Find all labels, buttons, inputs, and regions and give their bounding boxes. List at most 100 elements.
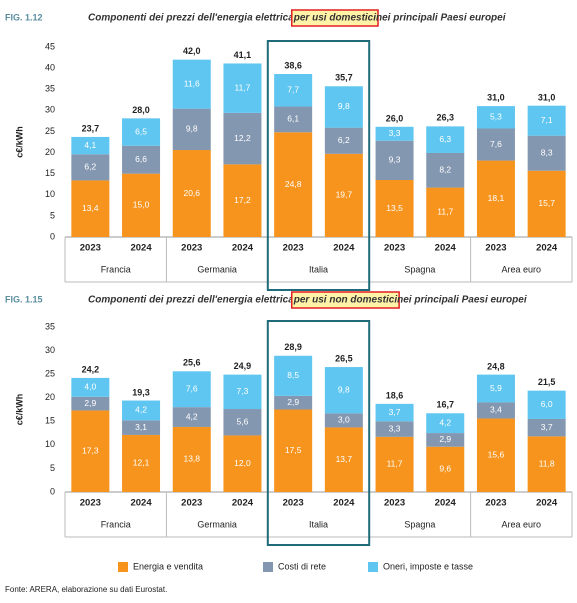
bar-segment xyxy=(527,105,566,136)
y-tick-label: 10 xyxy=(45,439,55,449)
group-label: Germania xyxy=(197,519,237,529)
bar-segment xyxy=(375,403,414,422)
title-highlight xyxy=(291,291,400,309)
bar-segment xyxy=(375,180,414,237)
bar-segment xyxy=(223,164,262,237)
bar-segment xyxy=(122,420,161,435)
bar-segment xyxy=(172,150,211,237)
bar-segment xyxy=(122,173,161,237)
bar-segment xyxy=(172,371,211,408)
x-tick-label: 2024 xyxy=(333,498,355,509)
bar-segment xyxy=(476,106,515,129)
bar-segment xyxy=(324,367,363,414)
bar-segment xyxy=(324,413,363,428)
value-label: 9,8 xyxy=(338,384,350,394)
value-label: 19,7 xyxy=(336,190,353,200)
bar-segment xyxy=(172,426,211,492)
bar-segment xyxy=(426,187,465,237)
bar-segment xyxy=(476,418,515,492)
x-tick-label: 2024 xyxy=(536,498,558,509)
value-label: 6,0 xyxy=(541,399,553,409)
bar-segment xyxy=(71,410,110,492)
chart-title: per usi non domestici xyxy=(293,295,398,306)
group-label: Spagna xyxy=(404,519,435,529)
bar-segment xyxy=(71,154,110,181)
total-label: 31,0 xyxy=(538,92,556,102)
value-label: 9,3 xyxy=(389,155,401,165)
y-tick-label: 25 xyxy=(45,126,55,136)
value-label: 11,7 xyxy=(234,82,250,92)
group-label: Francia xyxy=(101,519,131,529)
value-label: 5,3 xyxy=(490,112,502,122)
value-label: 3,3 xyxy=(389,128,401,138)
figure-label: FIG. 1.12 xyxy=(5,12,43,22)
value-label: 6,2 xyxy=(84,162,96,172)
total-label: 28,9 xyxy=(284,342,302,352)
value-label: 11,7 xyxy=(437,207,453,217)
value-label: 3,3 xyxy=(389,423,401,433)
value-label: 12,2 xyxy=(234,133,251,143)
total-label: 35,7 xyxy=(335,73,353,83)
total-label: 26,0 xyxy=(386,114,404,124)
group-label: Germania xyxy=(197,264,237,274)
total-label: 21,5 xyxy=(538,377,556,387)
x-tick-label: 2023 xyxy=(283,498,304,509)
bar-segment xyxy=(476,128,515,161)
value-label: 11,7 xyxy=(387,459,403,469)
title-highlight xyxy=(291,9,379,27)
value-label: 7,6 xyxy=(186,383,198,393)
group-label: Spagna xyxy=(404,264,435,274)
total-label: 19,3 xyxy=(132,387,150,397)
bar-segment xyxy=(375,436,414,492)
bar-segment xyxy=(426,152,465,188)
bar-segment xyxy=(324,127,363,154)
chart-title: nei principali Paesi europei xyxy=(376,13,506,24)
bar-segment xyxy=(274,355,313,396)
x-tick-label: 2024 xyxy=(536,243,558,254)
value-label: 3,0 xyxy=(338,415,350,425)
legend-label: Costi di rete xyxy=(278,561,326,571)
total-label: 42,0 xyxy=(183,46,201,56)
bar-segment xyxy=(324,427,363,492)
value-label: 2,9 xyxy=(287,397,299,407)
total-label: 18,6 xyxy=(386,391,404,401)
total-label: 38,6 xyxy=(284,60,302,70)
bar-segment xyxy=(274,132,313,237)
value-label: 6,1 xyxy=(287,114,299,124)
total-label: 24,9 xyxy=(234,361,252,371)
value-label: 15,6 xyxy=(488,449,505,459)
chart-title: Componenti dei prezzi dell'energia elett… xyxy=(88,295,294,306)
bar-segment xyxy=(223,374,262,410)
value-label: 17,3 xyxy=(82,445,99,455)
value-label: 9,8 xyxy=(186,124,198,134)
value-label: 13,7 xyxy=(336,454,353,464)
bar-segment xyxy=(172,407,211,427)
value-label: 3,4 xyxy=(490,405,502,415)
total-label: 26,3 xyxy=(436,112,454,122)
y-axis-label: c€/kWh xyxy=(14,394,24,426)
value-label: 3,1 xyxy=(135,422,147,432)
value-label: 5,9 xyxy=(490,383,502,393)
value-label: 13,8 xyxy=(183,454,200,464)
x-tick-label: 2023 xyxy=(181,498,202,509)
value-label: 11,8 xyxy=(539,458,555,468)
value-label: 4,1 xyxy=(84,140,96,150)
y-tick-label: 40 xyxy=(45,62,55,72)
bar-segment xyxy=(426,126,465,153)
bar-segment xyxy=(122,400,161,421)
legend-swatch xyxy=(263,562,273,572)
group-label: Italia xyxy=(309,264,328,274)
bar-segment xyxy=(426,413,465,434)
value-label: 7,3 xyxy=(237,386,249,396)
total-label: 41,1 xyxy=(234,50,252,60)
value-label: 20,6 xyxy=(183,188,200,198)
bar-segment xyxy=(71,136,110,155)
bar-segment xyxy=(476,160,515,237)
x-tick-label: 2023 xyxy=(384,243,405,254)
bar-segment xyxy=(476,374,515,403)
x-tick-label: 2024 xyxy=(232,243,254,254)
value-label: 13,5 xyxy=(386,203,403,213)
value-label: 8,2 xyxy=(439,165,451,175)
bar-segment xyxy=(71,396,110,411)
bar-segment xyxy=(172,59,211,109)
